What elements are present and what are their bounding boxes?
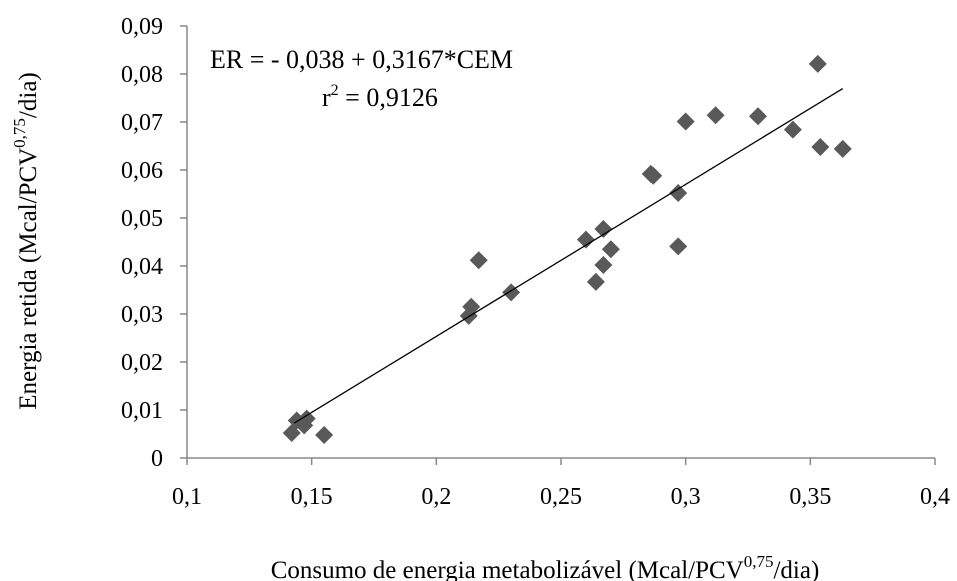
- data-point: [706, 106, 725, 125]
- y-tick-label: 0,08: [121, 62, 163, 88]
- data-point: [676, 112, 695, 131]
- data-point: [576, 230, 595, 249]
- x-axis-title: Consumo de energia metabolizável (Mcal/P…: [271, 552, 820, 581]
- y-axis-title-text: Energia retida (Mcal/PCV: [15, 148, 42, 410]
- data-point: [669, 237, 688, 256]
- x-ticks: 0,1 0,15 0,2 0,25 0,3 0,35 0,4: [172, 458, 950, 510]
- data-point: [644, 166, 663, 185]
- x-tick-label: 0,15: [291, 484, 333, 510]
- y-tick-label: 0,01: [121, 398, 163, 424]
- data-point: [748, 107, 767, 126]
- data-point: [833, 139, 852, 158]
- x-axis-title-exponent: 0,75: [744, 552, 774, 571]
- x-tick-label: 0,25: [540, 484, 582, 510]
- y-tick-label: 0,04: [121, 254, 163, 280]
- data-point: [297, 409, 316, 428]
- y-axis-title: Energia retida (Mcal/PCV0,75/dia): [10, 72, 42, 410]
- data-point: [502, 283, 521, 302]
- data-point: [469, 251, 488, 270]
- data-point: [462, 297, 481, 316]
- plot-area: 0,1 0,15 0,2 0,25 0,3 0,35 0,4 0 0,01 0,02 0,03 0,…: [121, 14, 950, 510]
- regression-annotation: ER = - 0,038 + 0,3167*CEM r2 = 0,9126: [210, 45, 513, 112]
- data-point: [601, 240, 620, 259]
- y-tick-label: 0,02: [121, 350, 163, 376]
- trendline: [293, 88, 844, 424]
- y-ticks: 0 0,01 0,02 0,03 0,04 0,05 0,06 0,07 0,08 0,09: [121, 14, 187, 472]
- x-axis-title-text: Consumo de energia metabolizável (Mcal/P…: [271, 557, 744, 581]
- y-tick-label: 0: [151, 446, 163, 472]
- r-squared-exponent: 2: [331, 82, 339, 99]
- r-squared-prefix: r: [322, 83, 331, 112]
- r-squared-value: = 0,9126: [339, 83, 438, 112]
- y-tick-label: 0,06: [121, 158, 163, 184]
- data-point: [669, 184, 688, 203]
- x-tick-label: 0,1: [172, 484, 202, 510]
- data-point: [783, 120, 802, 139]
- regression-equation: ER = - 0,038 + 0,3167*CEM: [210, 45, 513, 74]
- data-point: [808, 54, 827, 73]
- y-tick-label: 0,07: [121, 110, 163, 136]
- x-tick-label: 0,35: [789, 484, 831, 510]
- data-point: [315, 425, 334, 444]
- y-tick-label: 0,05: [121, 206, 163, 232]
- data-points: [282, 54, 852, 444]
- data-point: [586, 272, 605, 291]
- y-tick-label: 0,03: [121, 302, 163, 328]
- y-axis-title-exponent: 0,75: [10, 118, 29, 148]
- data-point: [594, 256, 613, 275]
- data-point: [594, 220, 613, 239]
- x-tick-label: 0,2: [421, 484, 451, 510]
- x-tick-label: 0,3: [671, 484, 701, 510]
- x-tick-label: 0,4: [920, 484, 950, 510]
- x-axis-title-tail: /dia): [773, 557, 819, 581]
- r-squared: r2 = 0,9126: [322, 82, 438, 112]
- y-tick-label: 0,09: [121, 14, 163, 40]
- y-axis-title-tail: /dia): [15, 72, 42, 118]
- data-point: [811, 137, 830, 156]
